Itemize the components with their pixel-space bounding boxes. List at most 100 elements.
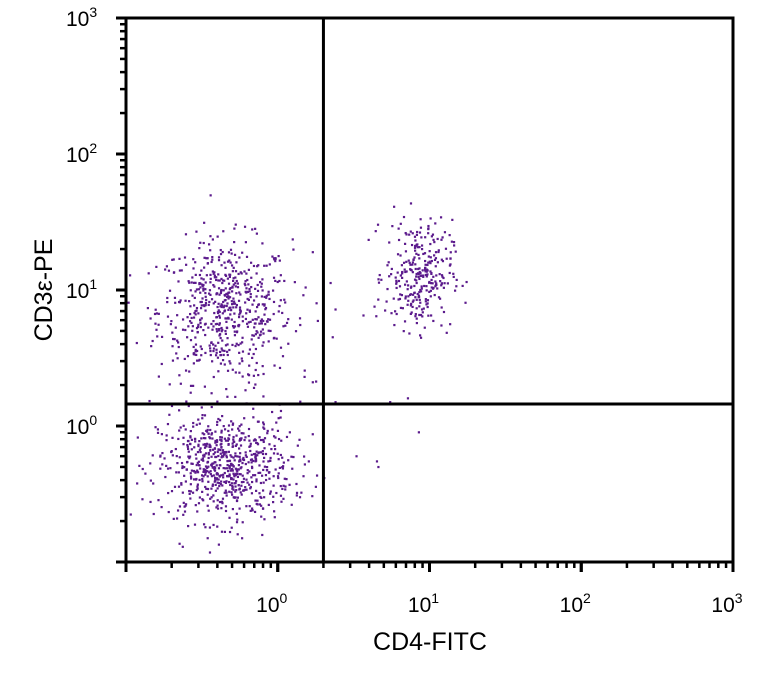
data-point <box>279 484 282 488</box>
data-point <box>216 487 219 490</box>
data-point <box>434 251 438 254</box>
data-point <box>207 243 211 246</box>
data-point <box>210 322 213 326</box>
data-point <box>435 282 438 285</box>
data-point <box>267 318 270 321</box>
data-point <box>417 296 420 299</box>
data-point <box>157 499 160 502</box>
data-point <box>251 356 254 360</box>
x-tick-label: 100 <box>256 590 287 617</box>
data-point <box>250 276 253 279</box>
data-point <box>184 503 188 506</box>
data-point <box>260 285 263 288</box>
data-point <box>202 523 206 526</box>
data-point <box>223 349 226 353</box>
data-point <box>263 518 266 521</box>
data-point <box>199 241 202 244</box>
data-point <box>221 359 225 362</box>
data-point <box>233 459 236 462</box>
data-point <box>240 481 244 484</box>
data-point <box>235 521 239 524</box>
data-point <box>424 263 427 266</box>
data-point <box>375 315 378 318</box>
data-point <box>246 481 249 484</box>
data-point <box>208 344 211 347</box>
data-point <box>236 518 239 521</box>
data-point <box>407 284 410 287</box>
x-tick-label: 103 <box>711 590 742 617</box>
data-point <box>227 295 230 298</box>
data-point <box>151 339 154 343</box>
data-point <box>202 278 205 281</box>
data-point <box>194 471 197 474</box>
data-point <box>411 261 415 264</box>
data-point <box>411 271 414 274</box>
data-point <box>403 242 407 245</box>
data-point <box>238 455 241 458</box>
data-point <box>205 429 208 432</box>
data-point <box>230 300 233 303</box>
data-points <box>127 194 468 554</box>
data-point <box>233 334 237 337</box>
data-point <box>275 421 278 424</box>
data-point <box>166 315 170 318</box>
data-point <box>184 328 187 332</box>
data-point <box>217 448 220 451</box>
data-point <box>166 296 169 300</box>
data-point <box>436 237 439 241</box>
data-point <box>231 343 234 347</box>
data-point <box>206 487 210 491</box>
data-point <box>238 256 241 259</box>
data-point <box>284 485 287 488</box>
data-point <box>415 275 418 278</box>
data-point <box>212 343 215 346</box>
data-point <box>203 304 206 308</box>
data-point <box>234 454 237 458</box>
data-point <box>263 437 267 440</box>
data-point <box>403 268 406 271</box>
data-point <box>419 334 422 337</box>
data-point <box>181 328 185 331</box>
data-point <box>185 468 188 471</box>
data-point <box>222 306 225 309</box>
data-point <box>154 308 157 311</box>
data-point <box>220 330 223 333</box>
data-point <box>285 435 289 439</box>
data-point <box>334 401 337 404</box>
data-point <box>285 477 288 481</box>
data-point <box>244 301 247 304</box>
data-point <box>224 505 228 508</box>
data-point <box>155 328 158 331</box>
data-point <box>195 489 198 492</box>
data-point <box>222 353 225 357</box>
data-point <box>228 480 231 484</box>
data-point <box>233 482 236 485</box>
data-point <box>249 487 252 490</box>
data-point <box>241 350 245 353</box>
data-point <box>233 312 236 315</box>
data-point <box>247 461 250 464</box>
data-point <box>204 526 207 529</box>
data-point <box>279 494 283 497</box>
data-point <box>237 272 240 276</box>
data-point <box>181 465 184 468</box>
data-point <box>177 341 180 344</box>
data-point <box>190 321 193 324</box>
data-point <box>188 281 191 284</box>
data-point <box>243 282 246 285</box>
data-point <box>427 255 430 258</box>
data-point <box>237 299 241 302</box>
data-point <box>170 320 173 323</box>
data-point <box>234 282 237 285</box>
data-point <box>212 319 215 323</box>
data-point <box>197 444 200 448</box>
data-point <box>159 467 162 470</box>
data-point <box>213 451 217 454</box>
data-point <box>273 516 276 519</box>
data-point <box>217 417 220 421</box>
data-point <box>220 264 223 267</box>
data-point <box>268 263 271 266</box>
data-point <box>292 248 295 251</box>
data-point <box>394 276 397 279</box>
data-point <box>225 494 228 497</box>
